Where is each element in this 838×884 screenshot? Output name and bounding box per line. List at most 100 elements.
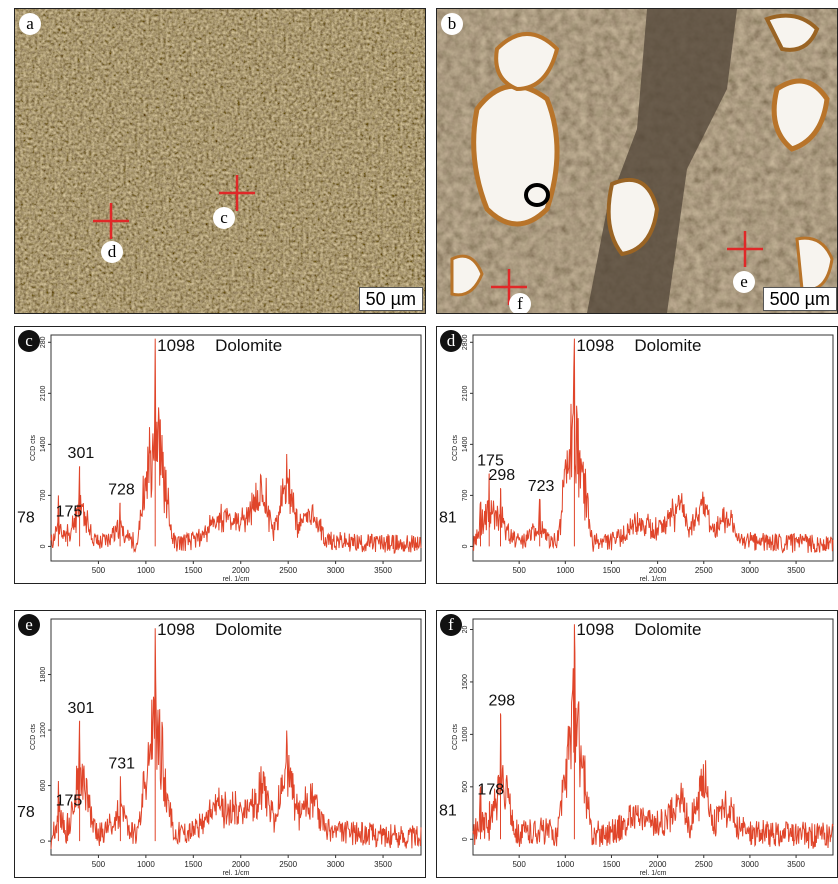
y-tick-label: 20 <box>462 625 469 633</box>
y-tick-label: 2800 <box>462 334 469 350</box>
spectrum-line <box>472 338 834 554</box>
y-tick-label: 700 <box>40 489 47 501</box>
x-tick-label: 1000 <box>556 860 574 869</box>
x-axis-label: rel. 1/cm <box>640 576 667 583</box>
y-tick-label: 700 <box>462 489 469 501</box>
spectrum-chart-d: 500 1000 1500 2000 2500 3000 3500 rel. 1/cm 0 700… <box>436 326 838 584</box>
x-axis-label: rel. 1/cm <box>223 870 250 877</box>
y-tick-label: 0 <box>462 544 469 548</box>
x-tick-label: 500 <box>512 860 526 869</box>
plot-frame <box>50 334 422 562</box>
point-label-d: d <box>101 241 123 263</box>
y-tick-label: 1400 <box>40 436 47 452</box>
mineral-label: Dolomite <box>634 336 701 355</box>
x-tick-label: 1500 <box>603 566 621 575</box>
y-tick-label: 0 <box>40 544 47 548</box>
panel-label-d: d <box>440 330 462 352</box>
x-tick-label: 1500 <box>603 860 621 869</box>
y-axis-label: CCD cts <box>30 434 37 461</box>
x-tick-label: 3000 <box>327 860 345 869</box>
y-tick-label: 2100 <box>40 385 47 401</box>
crosshair-d-icon <box>93 203 129 239</box>
y-tick-label: 1400 <box>462 436 469 452</box>
point-label-c: c <box>213 207 235 229</box>
point-label-e: e <box>733 271 755 293</box>
x-tick-label: 2500 <box>695 566 713 575</box>
spectrum-svg-e: 500 1000 1500 2000 2500 3000 3500 rel. 1/cm 0 600… <box>17 618 422 877</box>
peak-label: 81 <box>439 509 457 526</box>
peak-label-main: 1098 <box>157 336 195 355</box>
micrograph-a: a c d 50 µm <box>14 8 426 314</box>
crosshair-c-icon <box>219 175 255 211</box>
x-axis-label: rel. 1/cm <box>640 870 667 877</box>
x-tick-label: 1000 <box>137 566 155 575</box>
y-tick-label: 0 <box>40 839 47 843</box>
peak-label: 301 <box>68 445 95 462</box>
peak-label: 81 <box>439 802 457 819</box>
peak-label: 78 <box>17 804 35 821</box>
peak-label: 178 <box>477 782 504 799</box>
peak-label-main: 1098 <box>576 336 614 355</box>
x-tick-label: 2500 <box>695 860 713 869</box>
peak-label: 175 <box>477 453 504 470</box>
scalebar-a: 50 µm <box>358 287 423 311</box>
y-axis-label: CCD cts <box>452 434 459 461</box>
x-tick-label: 1500 <box>184 860 202 869</box>
plot-frame <box>50 618 422 856</box>
spectrum-svg-c: 500 1000 1500 2000 2500 3000 3500 rel. 1/cm 0 700… <box>17 334 422 583</box>
x-tick-label: 2500 <box>279 860 297 869</box>
peak-label: 728 <box>108 482 135 499</box>
y-tick-label: 1800 <box>40 667 47 683</box>
x-tick-label: 1000 <box>137 860 155 869</box>
x-tick-label: 500 <box>512 566 526 575</box>
x-tick-label: 3000 <box>741 860 759 869</box>
peak-label-main: 1098 <box>157 620 195 639</box>
y-tick-label: 1500 <box>462 674 469 690</box>
peak-label: 175 <box>56 792 83 809</box>
mineral-label: Dolomite <box>634 620 701 639</box>
spectrum-svg-d: 500 1000 1500 2000 2500 3000 3500 rel. 1/cm 0 700… <box>439 334 834 583</box>
x-tick-label: 2000 <box>232 566 250 575</box>
peak-label: 301 <box>68 700 95 717</box>
peak-label: 298 <box>489 467 516 484</box>
panel-label-f: f <box>440 614 462 636</box>
plot-frame <box>472 334 834 562</box>
y-tick-label: 600 <box>40 780 47 792</box>
spectrum-line <box>50 628 422 849</box>
spectrum-svg-f: 500 1000 1500 2000 2500 3000 3500 rel. 1/cm 0 500… <box>439 618 834 877</box>
point-label-f: f <box>509 293 531 313</box>
y-tick-label: 280 <box>40 336 47 348</box>
x-tick-label: 3500 <box>787 860 805 869</box>
x-tick-label: 3000 <box>741 566 759 575</box>
x-tick-label: 3500 <box>374 860 392 869</box>
panel-label-a: a <box>19 13 41 35</box>
x-tick-label: 3500 <box>787 566 805 575</box>
micrograph-a-texture <box>15 9 425 313</box>
y-tick-label: 1000 <box>462 726 469 742</box>
mineral-label: Dolomite <box>215 336 282 355</box>
micrograph-b-texture <box>437 9 837 313</box>
x-tick-label: 2500 <box>279 566 297 575</box>
spectrum-chart-e: 500 1000 1500 2000 2500 3000 3500 rel. 1/cm 0 600… <box>14 610 426 878</box>
x-tick-label: 1000 <box>556 566 574 575</box>
peak-label: 298 <box>489 692 516 709</box>
x-tick-label: 3500 <box>374 566 392 575</box>
peak-label: 731 <box>108 755 135 772</box>
crosshair-e-icon <box>727 231 763 267</box>
peak-label: 175 <box>56 504 83 521</box>
y-tick-label: 500 <box>462 781 469 793</box>
panel-label-e: e <box>18 614 40 636</box>
mineral-label: Dolomite <box>215 620 282 639</box>
spectrum-chart-f: 500 1000 1500 2000 2500 3000 3500 rel. 1/cm 0 500… <box>436 610 838 878</box>
y-tick-label: 2100 <box>462 385 469 401</box>
peak-label: 723 <box>528 478 555 495</box>
x-tick-label: 3000 <box>327 566 345 575</box>
peak-label: 78 <box>17 509 35 526</box>
x-tick-label: 2000 <box>649 860 667 869</box>
panel-label-c: c <box>18 330 40 352</box>
x-tick-label: 1500 <box>184 566 202 575</box>
panel-label-b: b <box>441 13 463 35</box>
y-tick-label: 1200 <box>40 722 47 738</box>
x-tick-label: 500 <box>92 860 106 869</box>
spectrum-chart-c: 500 1000 1500 2000 2500 3000 3500 rel. 1/cm 0 700… <box>14 326 426 584</box>
